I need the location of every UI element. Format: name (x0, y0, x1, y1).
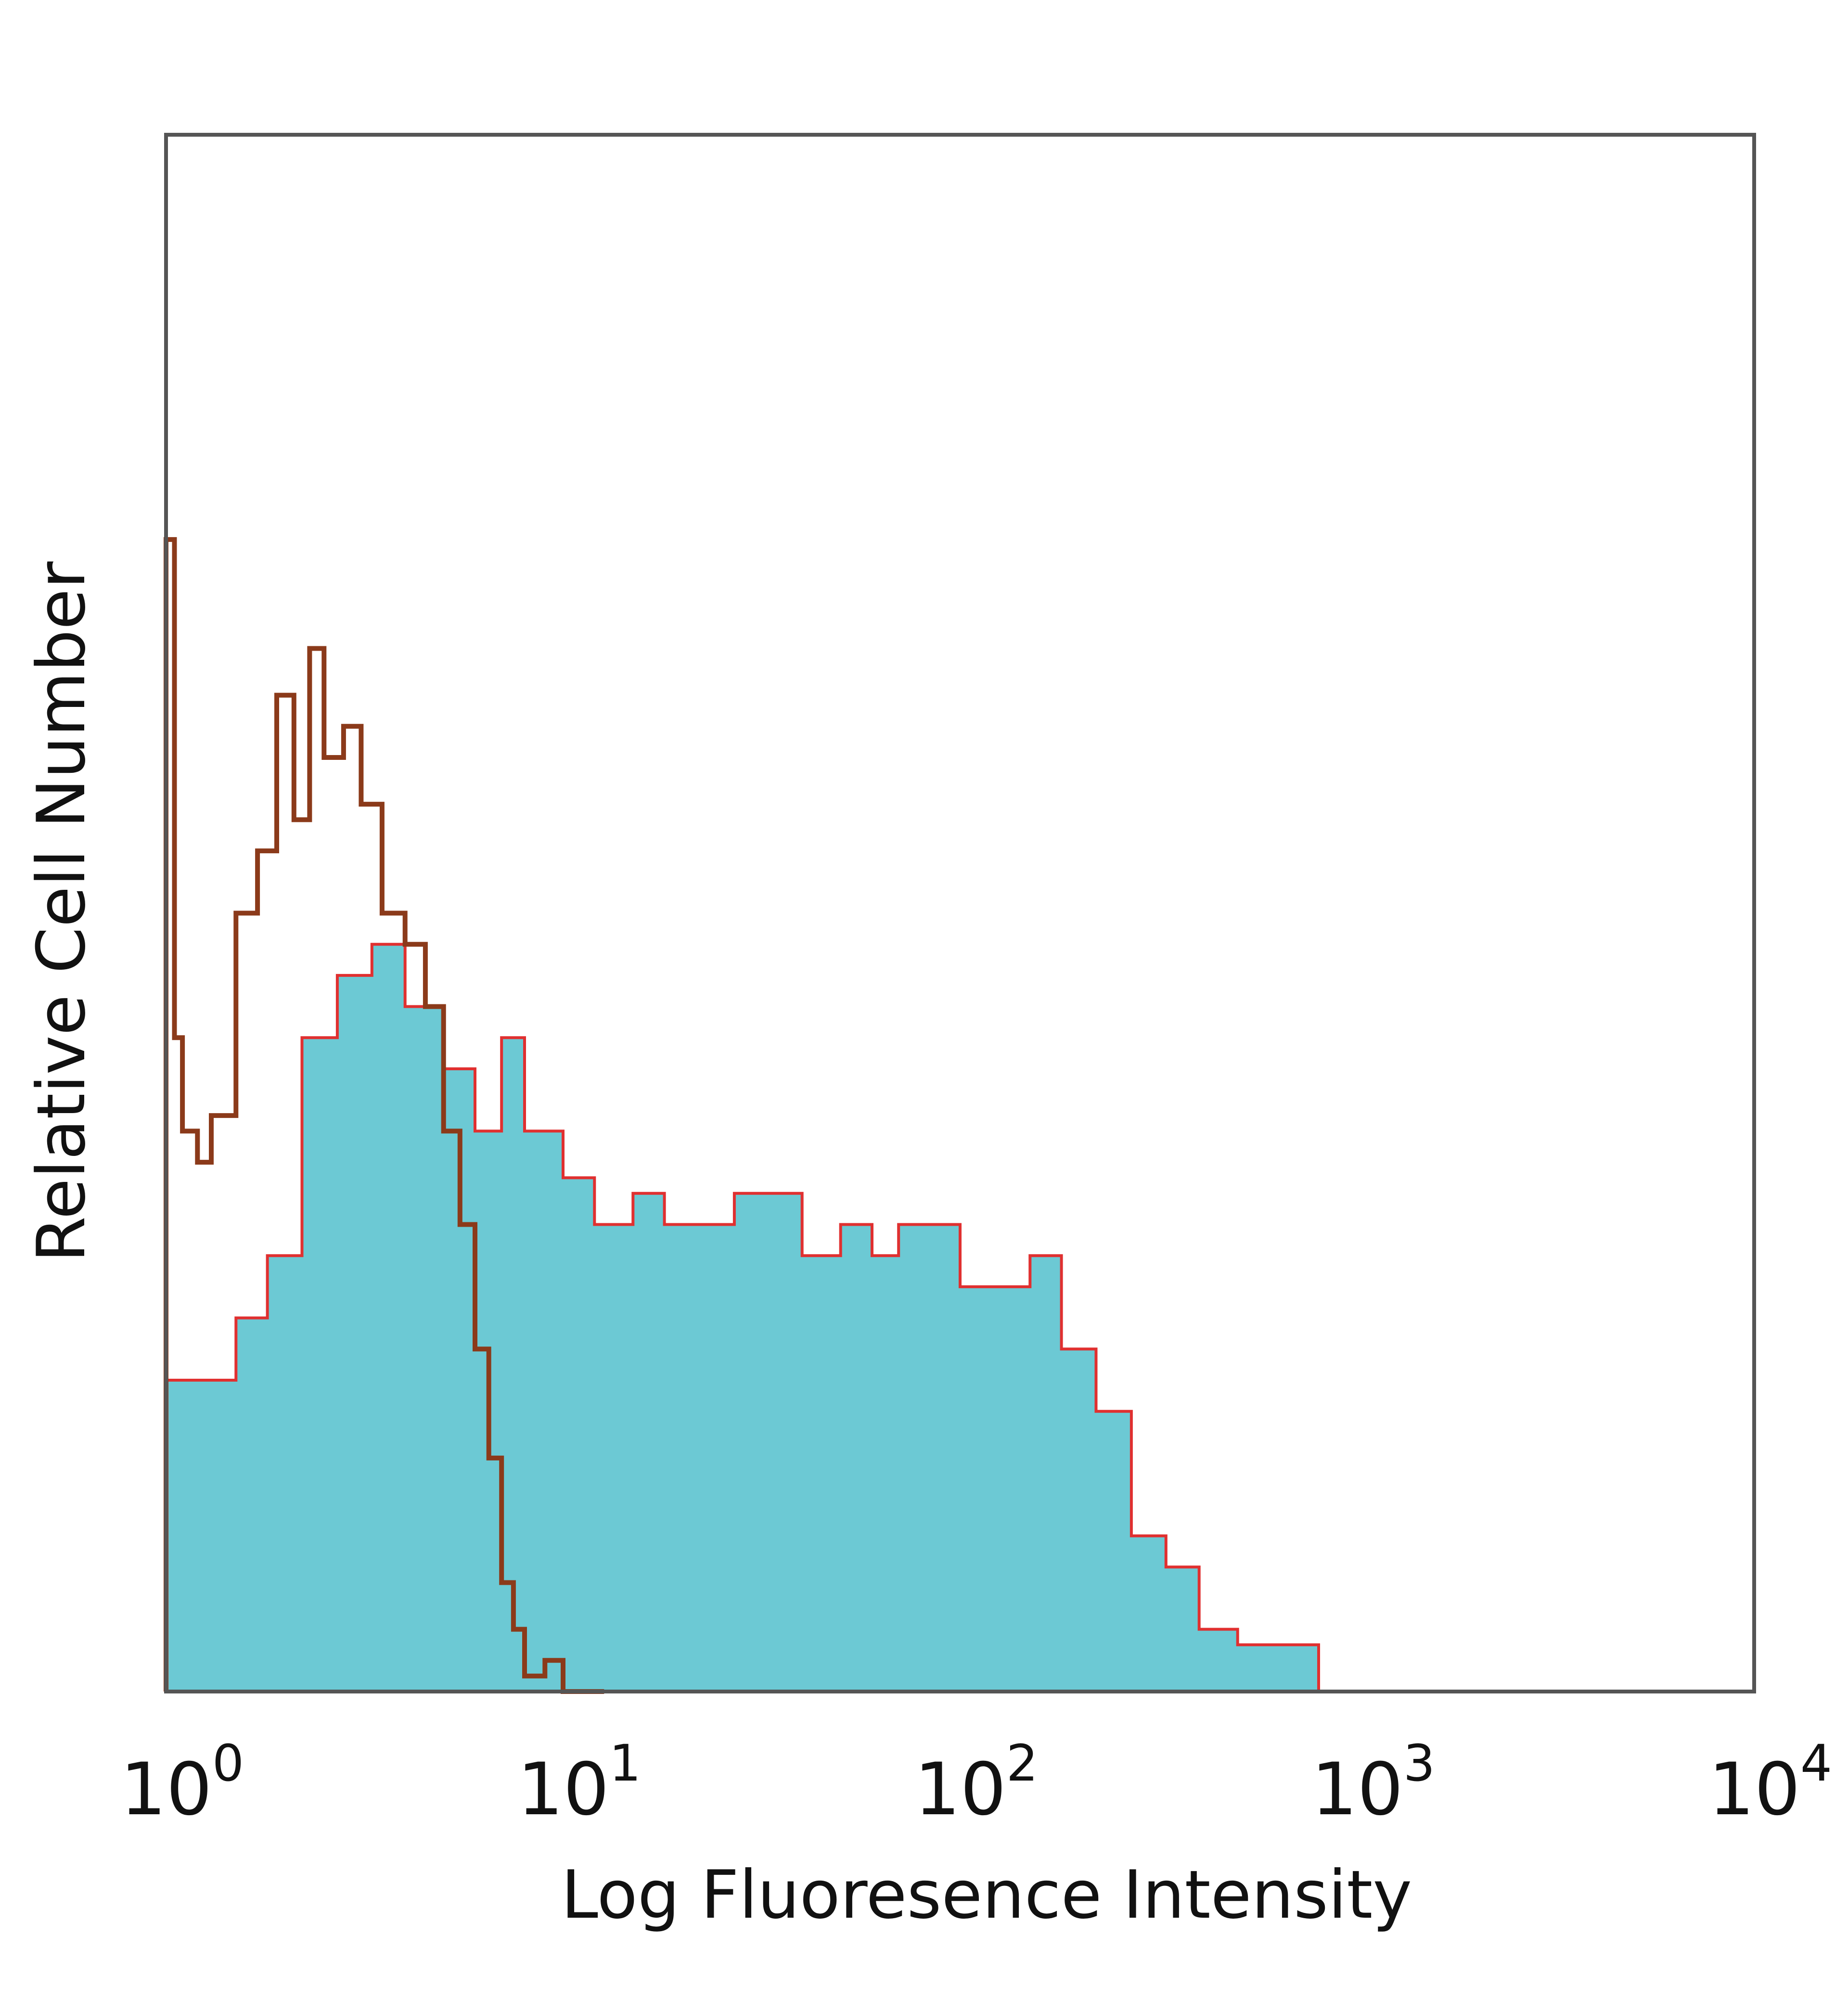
y-axis-title: Relative Cell Number (23, 561, 100, 1262)
x-tick-label: 103 (1311, 1734, 1435, 1832)
x-tick-label: 104 (1708, 1734, 1832, 1832)
x-tick-label: 102 (914, 1734, 1038, 1832)
x-tick-labels: 100 101 102 103 104 (120, 1734, 1832, 1832)
histogram-series-outline (164, 537, 604, 1694)
plot-frame (164, 133, 1756, 1693)
x-axis-title: Log Fluoresence Intensity (561, 1856, 1412, 1934)
histogram-series-filled (165, 943, 1328, 1693)
x-tick-label: 100 (120, 1734, 244, 1832)
x-tick-label: 101 (517, 1734, 641, 1832)
series-layer (164, 537, 1328, 1694)
